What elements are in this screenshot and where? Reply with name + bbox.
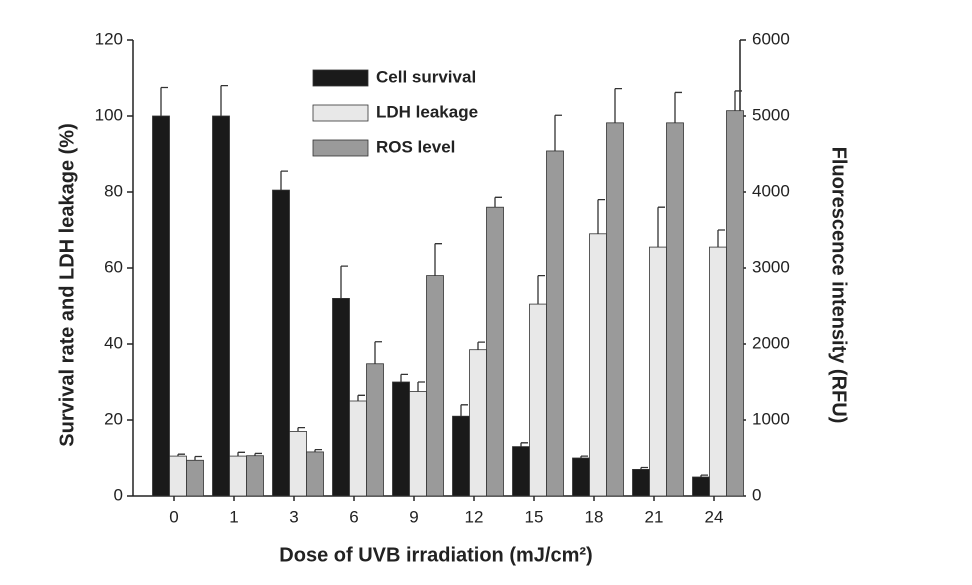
legend-label: Cell survival: [376, 67, 476, 86]
x-tick-label: 6: [349, 507, 358, 526]
error-bar: [640, 466, 648, 470]
x-tick-label: 3: [289, 507, 298, 526]
bar: [272, 189, 290, 497]
error-bar: [494, 196, 502, 208]
y2-tick-label: 6000: [752, 29, 790, 48]
error-bar: [434, 243, 442, 276]
error-bar: [254, 452, 262, 456]
x-tick-label: 12: [465, 507, 484, 526]
y2-tick-label: 1000: [752, 409, 790, 428]
error-bar: [220, 84, 228, 116]
y-tick-label: 0: [114, 485, 123, 504]
error-bar: [417, 381, 425, 392]
y-tick-label: 120: [95, 29, 123, 48]
y2-axis-label: Fluorescence intensity (RFU): [828, 147, 850, 424]
error-bar: [597, 198, 605, 234]
error-bar: [340, 265, 348, 299]
error-bar: [374, 341, 382, 364]
y-tick-label: 80: [104, 181, 123, 200]
bar: [366, 363, 384, 497]
x-tick-label: 15: [525, 507, 544, 526]
bar: [589, 233, 607, 497]
bar: [666, 122, 684, 497]
bar: [332, 297, 350, 497]
error-bar: [614, 87, 622, 123]
error-bar: [357, 394, 365, 401]
bar: [306, 451, 324, 497]
y-tick-label: 60: [104, 257, 123, 276]
bar: [512, 446, 530, 497]
bar: [426, 275, 444, 497]
error-bar: [717, 229, 725, 248]
bar: [349, 400, 367, 497]
bar: [452, 415, 470, 497]
bar: [529, 303, 547, 497]
error-bar: [460, 404, 468, 417]
bar: [169, 455, 187, 497]
error-bar: [674, 91, 682, 123]
y-tick-label: 40: [104, 333, 123, 352]
y-tick-label: 100: [95, 105, 123, 124]
bar: [692, 476, 710, 497]
y2-tick-label: 0: [752, 485, 761, 504]
bar: [606, 122, 624, 497]
bar: [212, 115, 230, 497]
bar: [246, 455, 264, 497]
error-bar: [520, 442, 528, 447]
bar: [546, 150, 564, 497]
y2-tick-label: 4000: [752, 181, 790, 200]
error-bar: [160, 86, 168, 116]
y2-tick-label: 2000: [752, 333, 790, 352]
x-tick-label: 9: [409, 507, 418, 526]
legend-swatch: [312, 69, 369, 87]
bar: [392, 381, 410, 497]
error-bar: [554, 114, 562, 151]
bar: [229, 455, 247, 497]
y2-tick-label: 5000: [752, 105, 790, 124]
legend-swatch: [312, 139, 369, 157]
bar: [186, 459, 204, 497]
legend-label: ROS level: [376, 137, 455, 156]
bar: [726, 110, 744, 497]
bar: [469, 349, 487, 497]
error-bar: [194, 455, 202, 461]
legend-swatch: [312, 104, 369, 122]
x-axis-label: Dose of UVB irradiation (mJ/cm²): [279, 544, 592, 566]
bar: [649, 246, 667, 497]
y-axis-label: Survival rate and LDH leakage (%): [56, 123, 78, 446]
error-bar: [580, 455, 588, 458]
x-tick-label: 24: [705, 507, 724, 526]
error-bar: [177, 453, 185, 457]
error-bar: [314, 448, 322, 452]
error-bar: [297, 426, 305, 432]
error-bar: [657, 206, 665, 248]
error-bar: [477, 341, 485, 350]
x-tick-label: 1: [229, 507, 238, 526]
bar: [486, 206, 504, 497]
legend-label: LDH leakage: [376, 102, 478, 121]
error-bar: [537, 274, 545, 305]
bar: [409, 391, 427, 497]
x-tick-label: 0: [169, 507, 178, 526]
bar: [152, 115, 170, 497]
bar: [709, 246, 727, 497]
x-tick-label: 18: [585, 507, 604, 526]
error-bar: [400, 373, 408, 382]
error-bar: [237, 451, 245, 457]
x-tick-label: 21: [645, 507, 664, 526]
error-bar: [734, 90, 742, 111]
bar: [632, 468, 650, 497]
bar: [289, 430, 307, 497]
bar: [572, 457, 590, 497]
error-bar: [700, 474, 708, 477]
y-tick-label: 20: [104, 409, 123, 428]
y2-tick-label: 3000: [752, 257, 790, 276]
error-bar: [280, 170, 288, 191]
